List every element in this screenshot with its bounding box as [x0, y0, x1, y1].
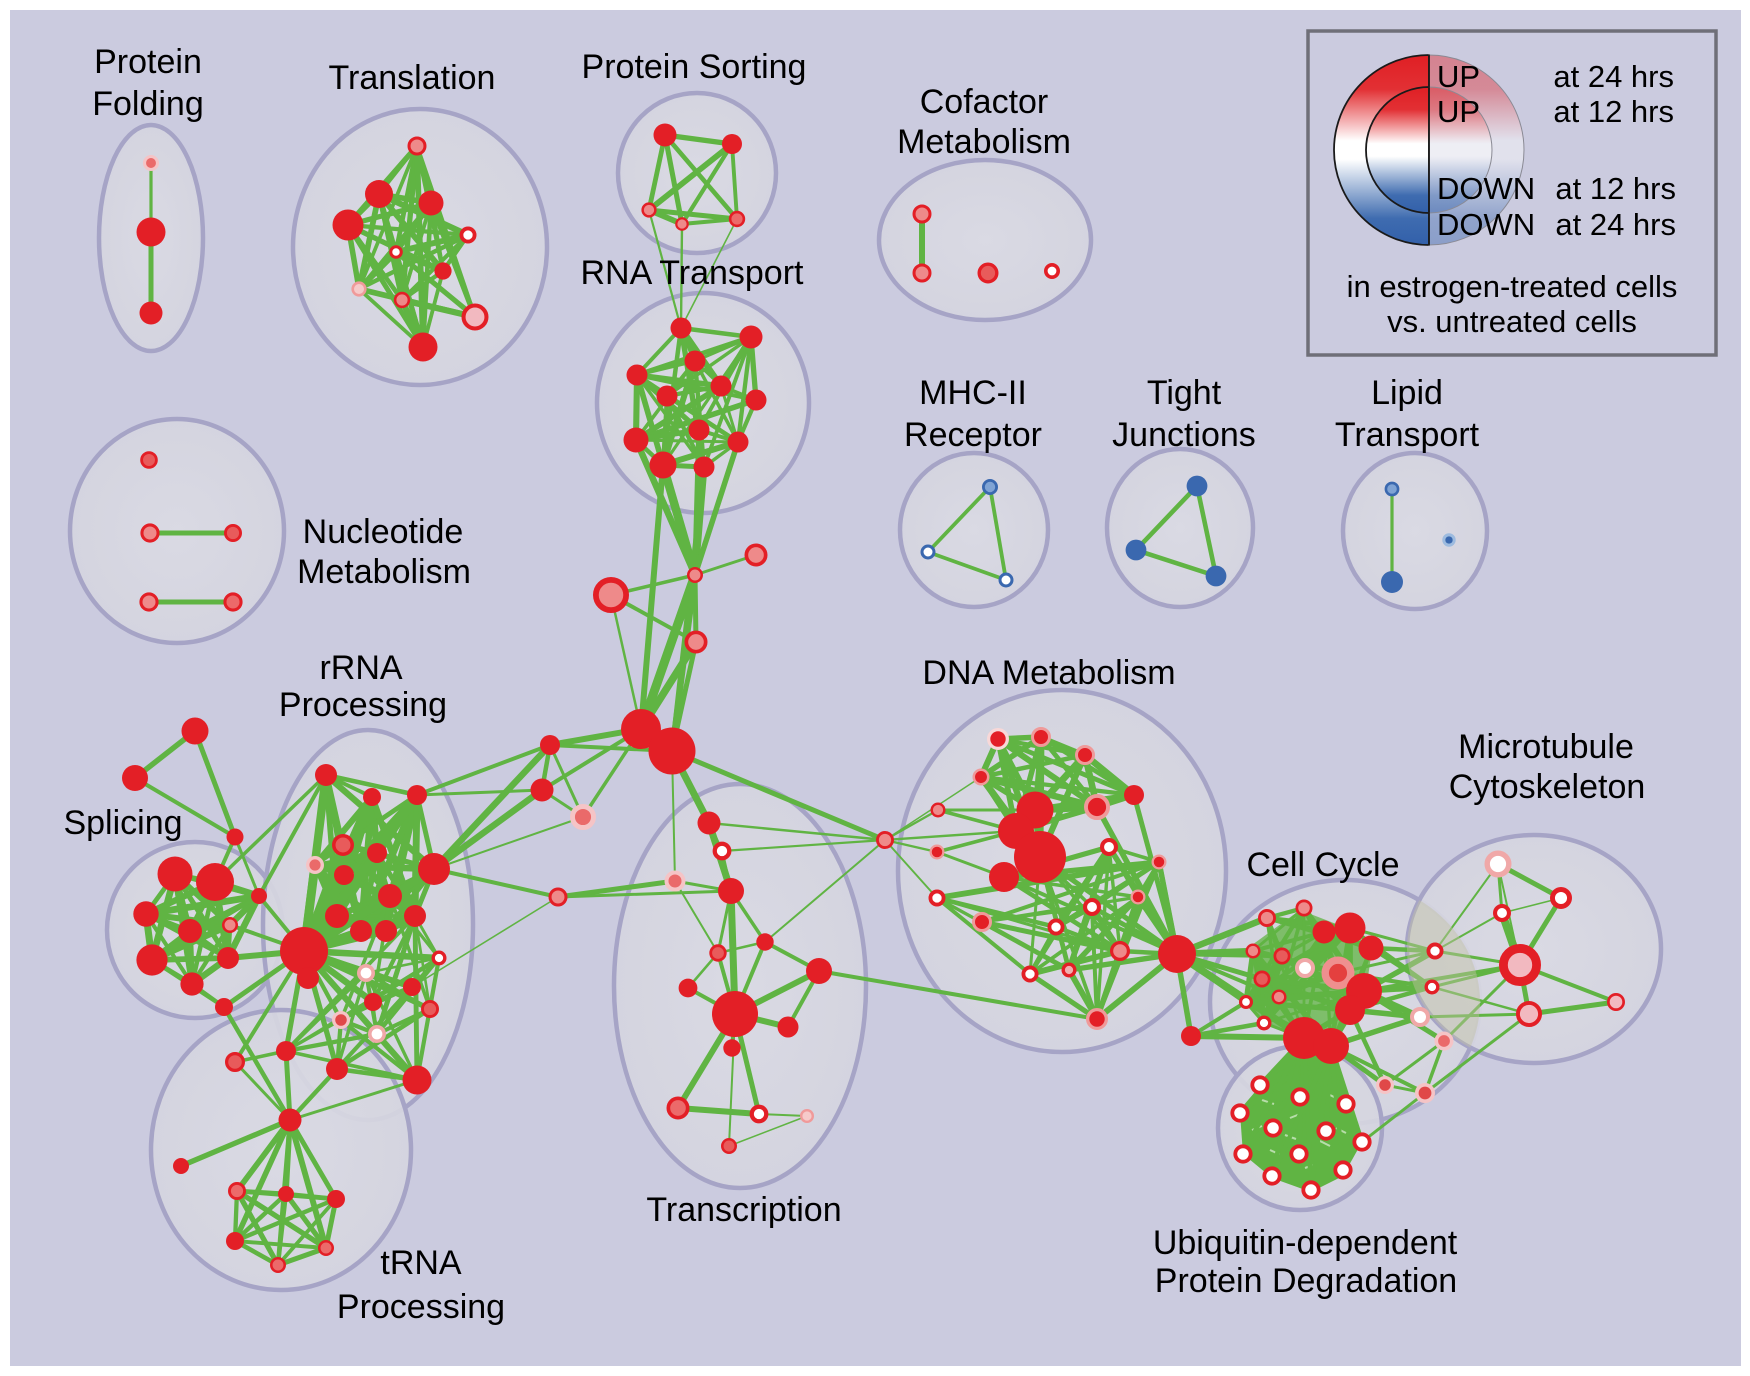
svg-text:MHC-II: MHC-II: [919, 374, 1027, 412]
svg-text:at 24 hrs: at 24 hrs: [1553, 59, 1674, 94]
svg-text:Tight: Tight: [1147, 374, 1222, 412]
svg-text:Receptor: Receptor: [904, 416, 1042, 454]
svg-text:Protein Degradation: Protein Degradation: [1155, 1262, 1457, 1300]
svg-text:Junctions: Junctions: [1112, 416, 1256, 454]
svg-text:DOWN: DOWN: [1437, 207, 1535, 242]
svg-text:Processing: Processing: [337, 1288, 505, 1326]
svg-text:rRNA: rRNA: [319, 649, 402, 687]
svg-text:Ubiquitin-dependent: Ubiquitin-dependent: [1153, 1224, 1458, 1262]
svg-text:RNA Transport: RNA Transport: [581, 254, 805, 292]
svg-text:Cytoskeleton: Cytoskeleton: [1449, 768, 1646, 806]
svg-text:Protein Sorting: Protein Sorting: [582, 48, 807, 86]
svg-text:Translation: Translation: [329, 59, 496, 97]
svg-text:Folding: Folding: [92, 85, 204, 123]
svg-text:at 12 hrs: at 12 hrs: [1553, 94, 1674, 129]
svg-text:Lipid: Lipid: [1371, 374, 1443, 412]
svg-text:vs. untreated cells: vs. untreated cells: [1387, 304, 1637, 339]
svg-text:Metabolism: Metabolism: [297, 553, 471, 591]
svg-text:DOWN: DOWN: [1437, 171, 1535, 206]
svg-text:UP: UP: [1437, 59, 1480, 94]
svg-text:at 12 hrs: at 12 hrs: [1555, 171, 1676, 206]
svg-text:Transport: Transport: [1335, 416, 1480, 454]
svg-text:Cofactor: Cofactor: [920, 83, 1049, 121]
svg-text:UP: UP: [1437, 94, 1480, 129]
svg-text:tRNA: tRNA: [380, 1244, 462, 1282]
svg-text:Protein: Protein: [94, 43, 202, 81]
svg-text:DNA Metabolism: DNA Metabolism: [922, 654, 1175, 692]
svg-text:Transcription: Transcription: [646, 1191, 841, 1229]
svg-text:Cell Cycle: Cell Cycle: [1246, 846, 1399, 884]
svg-text:at 24 hrs: at 24 hrs: [1555, 207, 1676, 242]
svg-text:Microtubule: Microtubule: [1458, 728, 1634, 766]
svg-text:Metabolism: Metabolism: [897, 123, 1071, 161]
svg-text:Splicing: Splicing: [63, 804, 182, 842]
svg-text:Nucleotide: Nucleotide: [303, 513, 464, 551]
svg-text:Processing: Processing: [279, 686, 447, 724]
svg-text:in estrogen-treated cells: in estrogen-treated cells: [1347, 269, 1678, 304]
